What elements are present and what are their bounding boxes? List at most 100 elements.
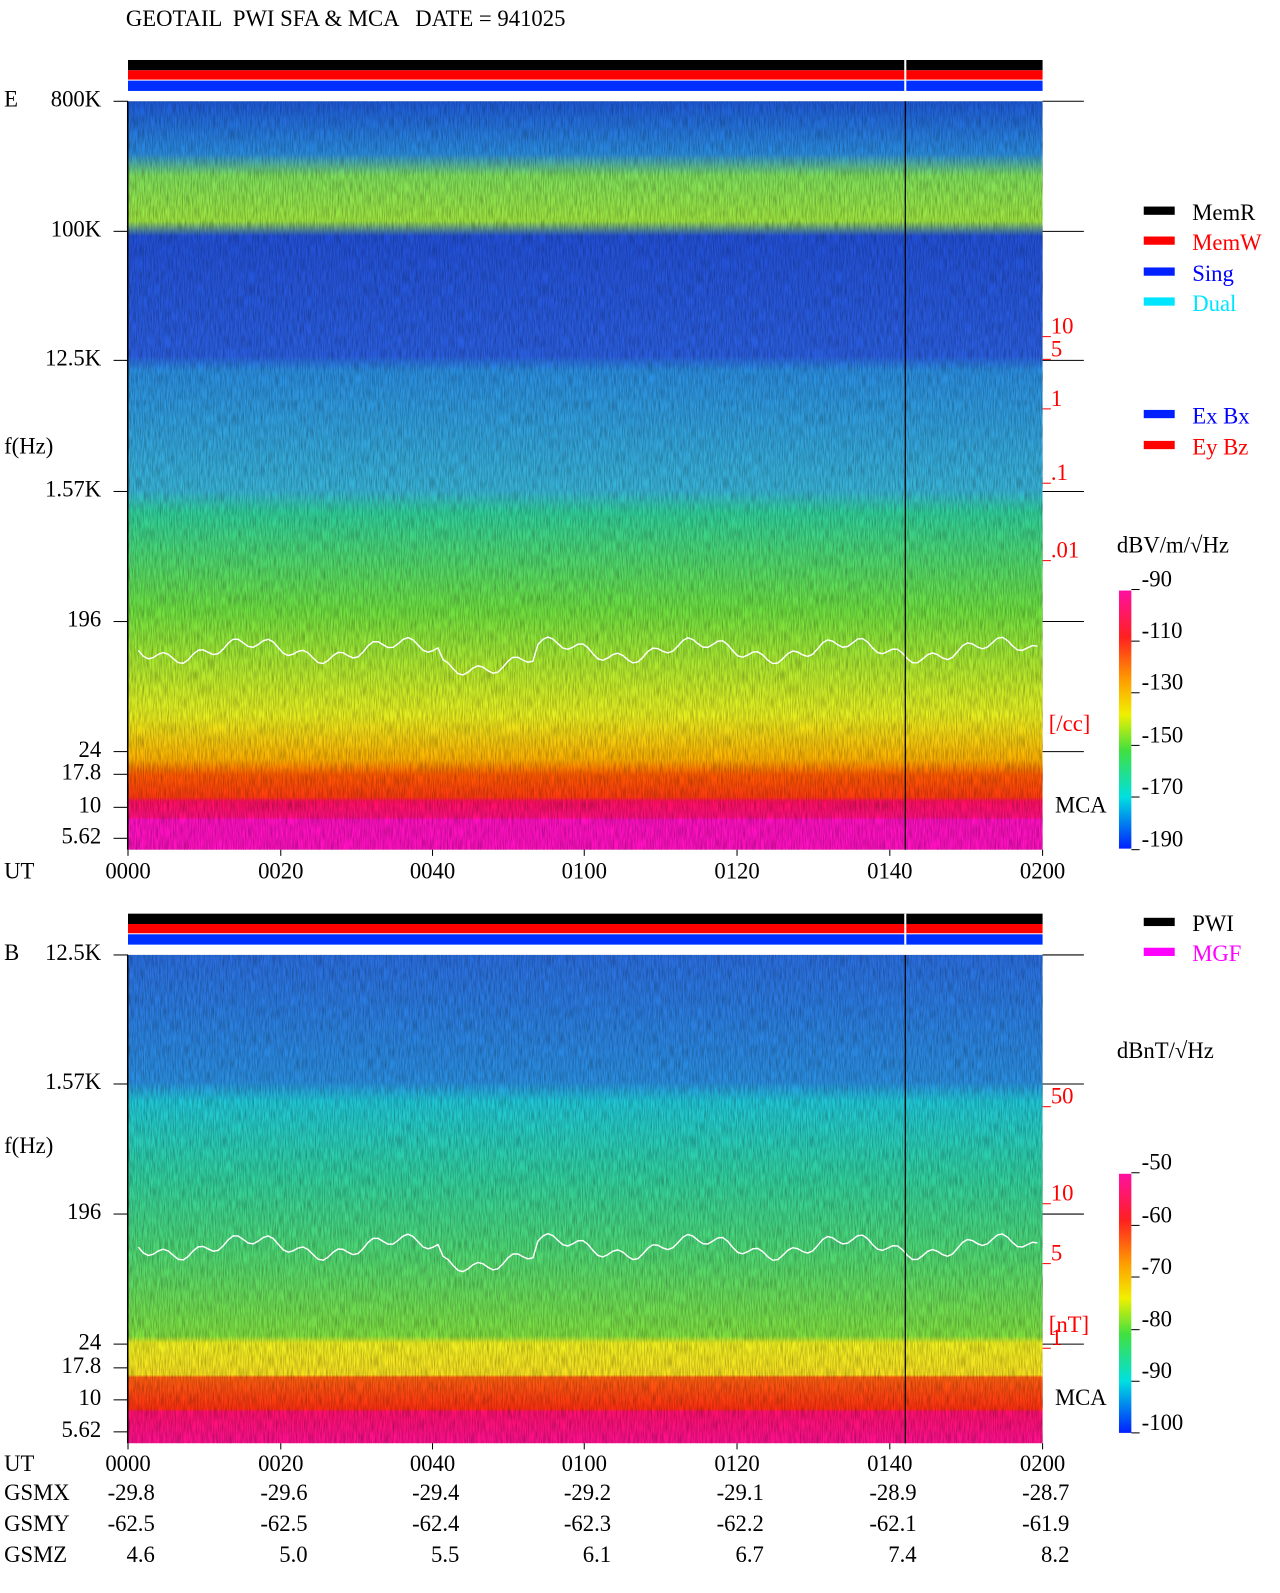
legend-swatch	[1143, 297, 1175, 306]
colorbar-tick-label: -150	[1142, 722, 1184, 747]
orbit-value: -62.2	[717, 1511, 764, 1536]
x-tick-label: 0140	[867, 859, 912, 884]
colorbar	[1118, 1173, 1132, 1433]
orbit-value: 5.0	[279, 1542, 307, 1567]
y-tick-label: 1.57K	[45, 477, 102, 502]
orbit-value: -29.8	[108, 1480, 155, 1505]
x-tick-label: 0140	[867, 1451, 912, 1476]
legend-label: MemW	[1192, 230, 1262, 255]
legend-swatch	[1143, 409, 1175, 419]
colorbar-tick-label: -80	[1142, 1307, 1172, 1332]
y-tick-label: 24	[78, 737, 101, 762]
density-unit: [/cc]	[1049, 711, 1091, 736]
y-tick-label: 24	[78, 1329, 101, 1354]
status-bar-memw	[128, 70, 1043, 80]
colorbar-tick-label: -70	[1142, 1254, 1172, 1279]
orbit-value: -29.2	[564, 1480, 611, 1505]
colorbar-tick-label: -50	[1142, 1150, 1172, 1175]
status-bar-memr	[128, 59, 1043, 71]
colorbar-tick-label: -130	[1142, 670, 1184, 695]
orbit-value: -29.1	[717, 1480, 764, 1505]
x-axis-label: UT	[4, 859, 34, 884]
x-tick-label: 0040	[410, 1451, 455, 1476]
colorbar-unit: dBV/m/√Hz	[1117, 532, 1229, 557]
colorbar-tick-label: -110	[1142, 618, 1183, 643]
legend-label: Ex Bx	[1192, 403, 1250, 428]
legend-swatch	[1143, 267, 1175, 276]
y-tick-label: 196	[67, 1199, 101, 1224]
x-tick-label: 0000	[105, 1451, 150, 1476]
density-tick-label: 1	[1051, 386, 1062, 411]
legend-label: Dual	[1192, 291, 1236, 316]
axis-frame-left	[126, 954, 129, 1444]
density-tick-label: .01	[1051, 538, 1079, 563]
y-tick-label: 196	[67, 607, 101, 632]
x-tick-label: 0120	[714, 859, 759, 884]
density-tick-label: 5	[1051, 336, 1062, 361]
spectrogram-texture	[128, 101, 1043, 850]
legend-label: PWI	[1192, 911, 1234, 936]
legend-swatch	[1143, 917, 1175, 927]
x-tick-label: 0020	[258, 859, 303, 884]
x-tick-label: 0100	[562, 859, 607, 884]
density-tick-label: 1	[1051, 1325, 1062, 1350]
orbit-value: 5.5	[431, 1542, 459, 1567]
y-tick-label: 17.8	[61, 760, 101, 785]
orbit-value: 8.2	[1041, 1542, 1069, 1567]
y-axis-label: f(Hz)	[4, 433, 53, 458]
legend-label: MemR	[1192, 200, 1256, 225]
y-tick-label: 5.62	[61, 824, 101, 849]
density-trace	[137, 636, 1038, 676]
mca-label: MCA	[1055, 1385, 1107, 1410]
orbit-value: -29.4	[412, 1480, 459, 1505]
colorbar-tick-label: -90	[1142, 566, 1172, 591]
x-tick-label: 0200	[1020, 859, 1065, 884]
legend-swatch	[1143, 947, 1175, 956]
title: GEOTAIL PWI SFA & MCA DATE = 941025	[126, 6, 566, 31]
colorbar-unit: dBnT/√Hz	[1117, 1038, 1214, 1063]
x-tick-label: 0000	[105, 859, 150, 884]
x-axis-label: UT	[4, 1451, 34, 1476]
density-tick-label: 10	[1051, 1181, 1074, 1206]
orbit-value: -28.7	[1022, 1480, 1069, 1505]
x-tick-label: 0120	[714, 1451, 759, 1476]
legend-swatch	[1143, 440, 1175, 450]
orbit-value: -61.9	[1022, 1511, 1069, 1536]
colorbar	[1118, 590, 1132, 849]
status-bar-memr	[128, 913, 1043, 924]
legend-label: Ey Bz	[1192, 434, 1248, 459]
orbit-value: -62.3	[564, 1511, 611, 1536]
density-tick-label: .1	[1051, 460, 1068, 485]
density-trace	[137, 1232, 1038, 1273]
status-bar-sing	[128, 80, 1043, 91]
panel-label: E	[4, 86, 18, 111]
status-gap	[904, 913, 907, 945]
density-tick-label: 10	[1051, 314, 1074, 339]
x-tick-label: 0020	[258, 1451, 303, 1476]
orbit-value: 7.4	[888, 1542, 916, 1567]
legend-label: Sing	[1192, 261, 1234, 286]
axis-frame-left	[126, 101, 129, 850]
orbit-value: -29.6	[260, 1480, 307, 1505]
status-bar-memw	[128, 923, 1043, 934]
colorbar-tick-label: -170	[1142, 774, 1184, 799]
orbit-value: -28.9	[869, 1480, 916, 1505]
colorbar-tick-label: -90	[1142, 1358, 1172, 1383]
y-axis-label: f(Hz)	[4, 1133, 53, 1158]
y-tick-label: 1.57K	[45, 1069, 102, 1094]
y-tick-label: 10	[78, 793, 101, 818]
y-tick-label: 17.8	[61, 1353, 101, 1378]
status-bar-sing	[128, 934, 1043, 945]
legend-label: MGF	[1192, 941, 1241, 966]
orbit-label: GSMX	[4, 1480, 70, 1505]
orbit-value: -62.4	[412, 1511, 459, 1536]
orbit-value: -62.1	[869, 1511, 916, 1536]
orbit-label: GSMY	[4, 1511, 70, 1536]
orbit-value: 6.7	[736, 1542, 764, 1567]
x-tick-label: 0040	[410, 859, 455, 884]
y-tick-label: 5.62	[61, 1417, 101, 1442]
panel-label: B	[4, 940, 19, 965]
status-gap	[904, 59, 907, 91]
legend-swatch	[1143, 236, 1175, 245]
